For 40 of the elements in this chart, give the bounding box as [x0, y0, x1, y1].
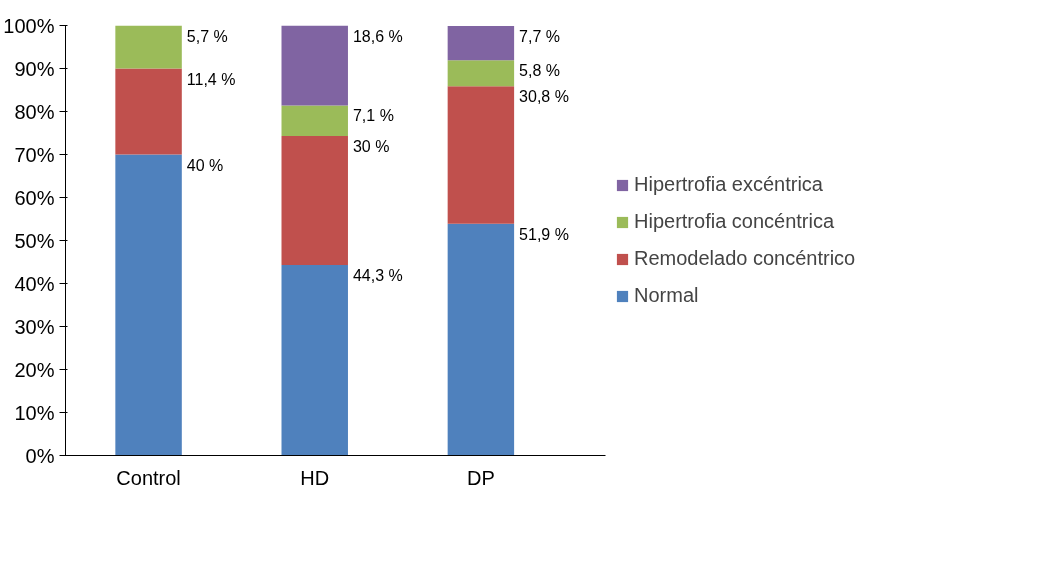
legend-label: Normal — [634, 284, 699, 307]
y-tick-label: 90% — [14, 57, 55, 80]
bar — [115, 154, 182, 456]
y-tick-label: 0% — [25, 444, 55, 467]
y-tick-label: 20% — [14, 358, 55, 381]
y-tick-label: 50% — [14, 229, 55, 252]
y-tick-label: 10% — [14, 401, 55, 424]
bar — [447, 60, 515, 87]
bar — [281, 265, 348, 456]
annotation: 30,8 % — [519, 88, 569, 106]
bar — [447, 223, 515, 456]
annotation: 11,4 % — [186, 70, 236, 88]
legend-label: Hipertrofia excéntrica — [634, 173, 823, 196]
bar — [281, 105, 348, 137]
annotation: 51,9 % — [519, 225, 569, 243]
bar — [447, 86, 515, 224]
annotation: 5,7 % — [186, 27, 228, 45]
bar — [115, 68, 182, 155]
bar — [115, 25, 182, 69]
annotation: 44,3 % — [352, 267, 403, 285]
x-tick-label: HD — [300, 466, 330, 489]
bar — [447, 25, 515, 61]
y-tick-label: 30% — [14, 315, 55, 338]
legend-label: Hipertrofia concéntrica — [634, 210, 835, 233]
annotation: 7,7 % — [519, 27, 561, 45]
y-tick-label: 80% — [14, 100, 55, 123]
annotation: 40 % — [186, 156, 224, 174]
annotation: 5,8 % — [519, 62, 561, 80]
annotation: 18,6 % — [352, 27, 403, 45]
annotation: 30 % — [352, 138, 390, 156]
bar — [281, 136, 348, 266]
y-tick-label: 70% — [14, 143, 55, 166]
y-tick-label: 40% — [14, 272, 55, 295]
y-tick-label: 60% — [14, 186, 55, 209]
x-tick-label: Control — [116, 466, 181, 489]
bar — [281, 25, 348, 106]
legend-label: Remodelado concéntrico — [634, 247, 856, 270]
x-tick-label: DP — [466, 466, 495, 489]
y-tick-label: 100% — [3, 14, 55, 37]
annotation: 7,1 % — [352, 107, 394, 125]
